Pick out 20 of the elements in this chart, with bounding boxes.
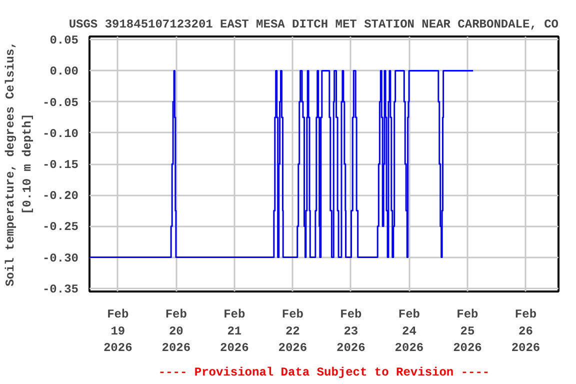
x-tick-label: Feb 25 2026 [453,308,482,356]
y-tick-label: -0.35 [42,282,79,296]
y-tick-label: -0.15 [42,158,79,172]
y-tick-label: -0.05 [42,96,79,110]
x-tick-label: Feb 23 2026 [336,308,366,356]
y-tick-label: -0.20 [42,189,79,204]
y-tick-label: -0.30 [42,251,79,266]
x-tick-label: Feb 24 2026 [394,308,424,356]
y-tick-label: 0.00 [50,64,79,79]
y-tick-label: -0.10 [42,126,79,141]
x-tick-label: Feb 26 2026 [511,308,540,356]
text: ---- Provisional Data Subject to Revision ---- [158,366,490,380]
y-axis-title: Soil temperature, degrees Celsius, [0.10 m depth] [4,42,34,286]
y-tick-label: 0.05 [50,34,79,48]
x-tick-label: Feb 20 2026 [162,308,191,356]
x-tick-label: Feb 22 2026 [278,308,308,356]
x-tick-label: Feb 21 2026 [220,308,249,356]
x-tick-label: Feb 19 2026 [104,308,132,356]
chart-title: USGS 391845107123201 EAST MESA DITCH MET STATION NEAR CARBONDALE, CO [68,18,559,32]
y-tick-label: -0.25 [42,220,79,234]
